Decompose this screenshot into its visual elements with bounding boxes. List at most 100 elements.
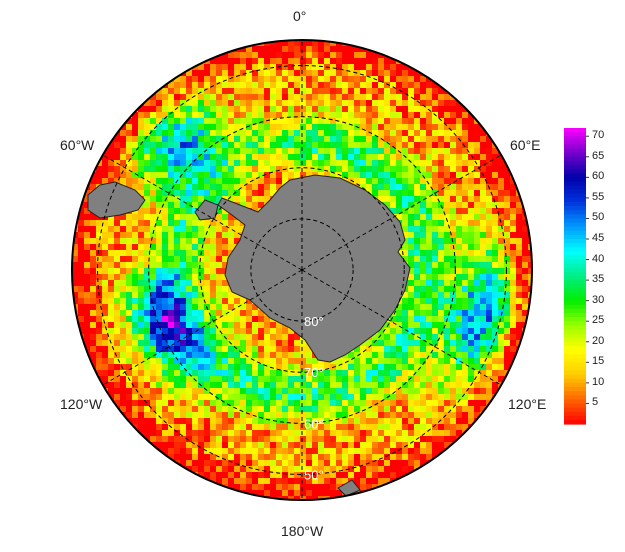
field-cell — [402, 400, 409, 407]
field-cell — [492, 376, 499, 383]
field-cell — [114, 148, 121, 155]
field-cell — [180, 214, 187, 221]
colorbar-segment — [564, 329, 586, 335]
field-cell — [522, 310, 529, 317]
longitude-label-60e: 60°E — [510, 137, 541, 153]
field-cell — [222, 286, 229, 293]
field-cell — [348, 178, 355, 185]
field-cell — [270, 478, 277, 485]
field-cell — [174, 448, 181, 455]
field-cell — [108, 142, 115, 149]
field-cell — [294, 358, 301, 365]
field-cell — [234, 418, 241, 425]
field-cell — [330, 460, 337, 467]
field-cell — [510, 280, 517, 287]
field-cell — [120, 334, 127, 341]
field-cell — [222, 220, 229, 227]
field-cell — [228, 52, 235, 59]
field-cell — [408, 466, 415, 473]
field-cell — [294, 172, 301, 179]
field-cell — [174, 346, 181, 353]
field-cell — [234, 124, 241, 131]
field-cell — [198, 112, 205, 119]
field-cell — [426, 178, 433, 185]
field-cell — [396, 418, 403, 425]
field-cell — [462, 412, 469, 419]
field-cell — [378, 370, 385, 377]
field-cell — [222, 394, 229, 401]
field-cell — [444, 328, 451, 335]
field-cell — [228, 184, 235, 191]
field-cell — [78, 286, 85, 293]
field-cell — [240, 46, 247, 53]
field-cell — [216, 370, 223, 377]
field-cell — [120, 250, 127, 257]
field-cell — [156, 370, 163, 377]
field-cell — [450, 322, 457, 329]
field-cell — [222, 112, 229, 119]
field-cell — [132, 130, 139, 137]
field-cell — [414, 388, 421, 395]
field-cell — [234, 304, 241, 311]
field-cell — [390, 172, 397, 179]
field-cell — [354, 454, 361, 461]
field-cell — [240, 358, 247, 365]
field-cell — [480, 160, 487, 167]
field-cell — [516, 298, 523, 305]
field-cell — [348, 364, 355, 371]
field-cell — [210, 472, 217, 479]
field-cell — [192, 400, 199, 407]
colorbar-segment — [564, 395, 586, 400]
field-cell — [96, 244, 103, 251]
field-cell — [246, 364, 253, 371]
field-cell — [270, 52, 277, 59]
field-cell — [288, 484, 295, 491]
field-cell — [180, 364, 187, 371]
field-cell — [522, 298, 529, 305]
field-cell — [342, 112, 349, 119]
field-cell — [156, 340, 163, 347]
field-cell — [456, 442, 463, 449]
field-cell — [396, 136, 403, 143]
field-cell — [102, 178, 109, 185]
field-cell — [210, 112, 217, 119]
field-cell — [312, 376, 319, 383]
field-cell — [342, 394, 349, 401]
field-cell — [222, 370, 229, 377]
field-cell — [204, 394, 211, 401]
field-cell — [114, 388, 121, 395]
field-cell — [402, 136, 409, 143]
field-cell — [288, 400, 295, 407]
field-cell — [456, 298, 463, 305]
field-cell — [228, 346, 235, 353]
field-cell — [438, 412, 445, 419]
field-cell — [138, 244, 145, 251]
field-cell — [300, 358, 307, 365]
field-cell — [366, 178, 373, 185]
field-cell — [156, 208, 163, 215]
field-cell — [270, 460, 277, 467]
field-cell — [156, 424, 163, 431]
field-cell — [234, 118, 241, 125]
field-cell — [444, 124, 451, 131]
field-cell — [444, 184, 451, 191]
field-cell — [408, 202, 415, 209]
field-cell — [168, 172, 175, 179]
field-cell — [132, 310, 139, 317]
field-cell — [276, 112, 283, 119]
field-cell — [198, 442, 205, 449]
field-cell — [384, 436, 391, 443]
field-cell — [186, 76, 193, 83]
field-cell — [216, 226, 223, 233]
field-cell — [408, 148, 415, 155]
field-cell — [222, 358, 229, 365]
field-cell — [120, 400, 127, 407]
field-cell — [270, 352, 277, 359]
field-cell — [324, 148, 331, 155]
field-cell — [354, 88, 361, 95]
field-cell — [426, 184, 433, 191]
colorbar-segment — [564, 255, 586, 261]
field-cell — [360, 58, 367, 65]
field-cell — [270, 124, 277, 131]
field-cell — [114, 286, 121, 293]
